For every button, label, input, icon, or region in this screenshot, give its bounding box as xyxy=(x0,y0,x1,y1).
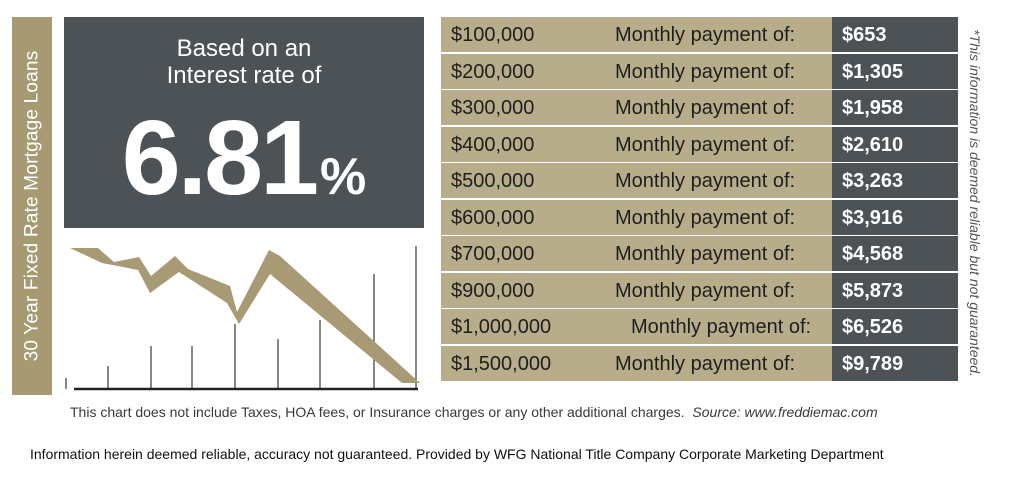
monthly-payment: $1,958 xyxy=(832,90,958,125)
payment-row: $1,500,000 Monthly payment of: $9,789 xyxy=(441,346,958,381)
payment-row: $100,000 Monthly payment of: $653 xyxy=(441,17,958,52)
declining-trend-graphic xyxy=(65,246,420,391)
payment-row: $1,000,000 Monthly payment of: $6,526 xyxy=(441,309,958,344)
side-label: 30 Year Fixed Rate Mortgage Loans xyxy=(21,50,42,362)
note-source: Source: www.freddiemac.com xyxy=(692,404,878,420)
loan-amount: $1,000,000 xyxy=(451,316,552,338)
monthly-payment: $3,916 xyxy=(832,200,958,235)
loan-amount: $100,000 xyxy=(451,24,535,46)
chart-note: This chart does not include Taxes, HOA f… xyxy=(70,404,878,420)
rate-intro-line1: Based on an xyxy=(176,35,312,62)
loan-amount: $600,000 xyxy=(451,207,535,229)
loan-amount: $900,000 xyxy=(451,280,535,302)
monthly-payment: $1,305 xyxy=(832,54,958,89)
payment-row: $600,000 Monthly payment of: $3,916 xyxy=(441,200,958,235)
amount-cell: $600,000 Monthly payment of: xyxy=(441,200,832,235)
amount-cell: $1,500,000 Monthly payment of: xyxy=(441,346,832,381)
payment-row: $500,000 Monthly payment of: $3,263 xyxy=(441,163,958,198)
loan-amount: $300,000 xyxy=(451,97,535,119)
side-band: 30 Year Fixed Rate Mortgage Loans xyxy=(12,17,52,395)
payment-row: $200,000 Monthly payment of: $1,305 xyxy=(441,54,958,89)
monthly-payment: $3,263 xyxy=(832,163,958,198)
loan-amount: $200,000 xyxy=(451,61,535,83)
rate-box: Based on an Interest rate of 6.81% xyxy=(64,17,424,228)
rate-value: 6.81% xyxy=(64,103,424,232)
payment-label: Monthly payment of: xyxy=(631,316,812,338)
payment-label: Monthly payment of: xyxy=(615,280,796,302)
monthly-payment: $6,526 xyxy=(832,309,958,344)
loan-amount: $500,000 xyxy=(451,170,535,192)
rate-intro-line2: Interest rate of xyxy=(166,62,322,89)
payment-label: Monthly payment of: xyxy=(615,353,796,375)
loan-amount: $1,500,000 xyxy=(451,353,552,375)
payment-label: Monthly payment of: xyxy=(615,134,796,156)
payment-row: $900,000 Monthly payment of: $5,873 xyxy=(441,273,958,308)
amount-cell: $700,000 Monthly payment of: xyxy=(441,236,832,271)
payment-label: Monthly payment of: xyxy=(615,243,796,265)
amount-cell: $300,000 Monthly payment of: xyxy=(441,90,832,125)
monthly-payment: $5,873 xyxy=(832,273,958,308)
payment-label: Monthly payment of: xyxy=(615,170,796,192)
rate-number: 6.81 xyxy=(121,99,319,217)
payment-row: $300,000 Monthly payment of: $1,958 xyxy=(441,90,958,125)
side-disclaimer: *This information is deemed reliable but… xyxy=(963,28,987,378)
note-text: This chart does not include Taxes, HOA f… xyxy=(70,404,685,420)
monthly-payment: $653 xyxy=(832,17,958,52)
trend-arrow xyxy=(70,248,420,383)
monthly-payment: $4,568 xyxy=(832,236,958,271)
loan-amount: $400,000 xyxy=(451,134,535,156)
payment-row: $700,000 Monthly payment of: $4,568 xyxy=(441,236,958,271)
footer-disclaimer: Information herein deemed reliable, accu… xyxy=(30,446,884,462)
amount-cell: $500,000 Monthly payment of: xyxy=(441,163,832,198)
loan-amount: $700,000 xyxy=(451,243,535,265)
payment-row: $400,000 Monthly payment of: $2,610 xyxy=(441,127,958,162)
payment-label: Monthly payment of: xyxy=(615,97,796,119)
monthly-payment: $9,789 xyxy=(832,346,958,381)
rate-percent-sign: % xyxy=(320,148,367,206)
payment-label: Monthly payment of: xyxy=(615,61,796,83)
payment-label: Monthly payment of: xyxy=(615,24,796,46)
amount-cell: $100,000 Monthly payment of: xyxy=(441,17,832,52)
amount-cell: $900,000 Monthly payment of: xyxy=(441,273,832,308)
monthly-payment: $2,610 xyxy=(832,127,958,162)
payment-table: $100,000 Monthly payment of: $653 $200,0… xyxy=(441,17,958,382)
side-disclaimer-text: *This information is deemed reliable but… xyxy=(967,29,983,377)
amount-cell: $400,000 Monthly payment of: xyxy=(441,127,832,162)
payment-label: Monthly payment of: xyxy=(615,207,796,229)
rate-intro: Based on an Interest rate of xyxy=(64,35,424,89)
amount-cell: $200,000 Monthly payment of: xyxy=(441,54,832,89)
amount-cell: $1,000,000 Monthly payment of: xyxy=(441,309,832,344)
